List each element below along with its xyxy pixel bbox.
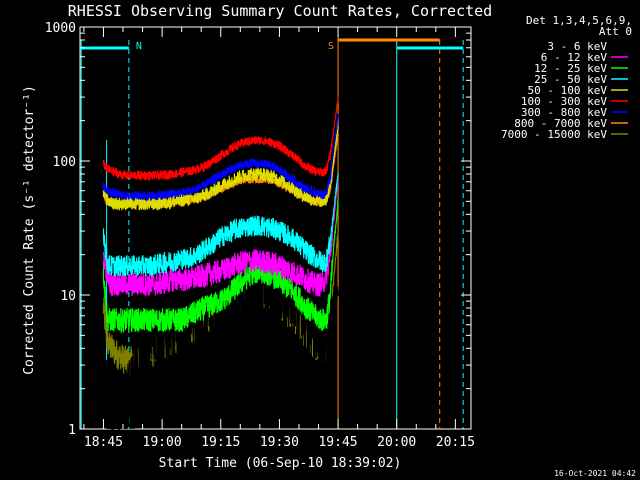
legend-label: 800 - 7000 keV (514, 117, 607, 130)
y-tick-label: 1000 (45, 21, 76, 36)
x-tick-label: 19:45 (318, 435, 357, 450)
x-tick-label: 20:15 (436, 435, 475, 450)
series-300-800kev (102, 114, 339, 203)
x-axis-label: Start Time (06-Sep-10 18:39:02) (159, 456, 402, 471)
legend-label: 3 - 6 keV (547, 40, 607, 53)
legend-label: 50 - 100 keV (528, 84, 608, 97)
x-tick-label: 18:45 (84, 435, 123, 450)
plot-frame (79, 26, 472, 430)
chart-title: RHESSI Observing Summary Count Rates, Co… (68, 2, 492, 20)
period-label-n: N (136, 41, 142, 52)
legend-label: 300 - 800 keV (521, 106, 607, 119)
legend-label: 6 - 12 keV (541, 51, 608, 64)
x-tick-label: 20:00 (377, 435, 416, 450)
legend-label: 12 - 25 keV (534, 62, 607, 75)
series-layer (102, 97, 339, 430)
series-25-50kev (102, 172, 339, 277)
series-12-25kev (102, 198, 339, 334)
timestamp: 16-Oct-2021 04:42 (554, 469, 636, 478)
y-axis-label: Corrected Count Rate (s⁻¹ detector⁻¹) (22, 85, 37, 375)
x-tick-label: 19:30 (260, 435, 299, 450)
series-6-12kev (102, 181, 339, 298)
legend-label: 25 - 50 keV (534, 73, 607, 86)
series-3-6kev (102, 240, 339, 430)
legend-label: 7000 - 15000 keV (501, 128, 607, 141)
y-tick-label: 100 (53, 155, 76, 170)
x-tick-label: 19:00 (143, 435, 182, 450)
series-50-100kev (102, 125, 339, 211)
y-tick-label: 10 (60, 289, 76, 304)
y-tick-label: 1 (68, 423, 76, 438)
series-100-300kev (102, 97, 339, 181)
x-tick-label: 19:15 (201, 435, 240, 450)
legend-header: Det 1,3,4,5,6,9, (526, 14, 632, 27)
period-label-s: S (328, 41, 334, 52)
axis-ticks: 18:45 19:00 19:15 19:30 19:45 20:00 20:15 1 10 10… (45, 21, 475, 450)
legend-label: 100 - 300 keV (521, 95, 607, 108)
legend-header: Att 0 (599, 25, 632, 38)
